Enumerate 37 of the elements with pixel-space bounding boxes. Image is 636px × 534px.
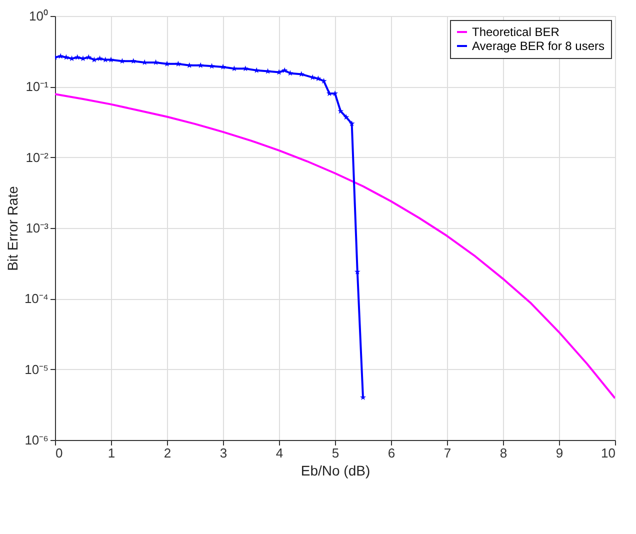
point <box>58 53 64 59</box>
x-axis-title: Eb/No (dB) <box>300 462 370 478</box>
x-tick-label: 7 <box>444 446 452 460</box>
x-tick-label: 1 <box>108 446 116 460</box>
point <box>242 65 248 72</box>
y-tick-label: 10⁻³ <box>26 220 50 236</box>
x-tick-label: 5 <box>332 446 340 460</box>
point <box>343 114 350 120</box>
y-tick-label: 10⁻² <box>26 150 50 165</box>
point <box>198 62 204 68</box>
point <box>338 108 344 114</box>
y-tick-label: 10⁻⁴ <box>24 291 48 306</box>
point <box>74 54 80 60</box>
point <box>282 67 288 73</box>
point <box>130 58 136 64</box>
point <box>96 55 103 62</box>
x-tick-label: 8 <box>500 446 508 460</box>
point <box>264 68 271 74</box>
y-tick-label: 10⁻⁵ <box>24 362 48 377</box>
y-tick-label: 10⁰ <box>29 8 48 24</box>
y-tick-label: 10⁻¹ <box>26 79 50 94</box>
point <box>348 120 355 126</box>
legend-label: Average BER for 8 users <box>472 39 605 53</box>
y-axis-title: Bit Error Rate <box>4 186 20 271</box>
x-tick-label: 4 <box>276 446 284 460</box>
point <box>164 60 170 66</box>
point <box>86 54 92 60</box>
x-tick-label: 3 <box>220 446 228 460</box>
x-tick-label: 9 <box>556 446 564 460</box>
line-series <box>55 93 615 400</box>
x-tick-label: 6 <box>388 446 396 460</box>
legend-label: Theoretical BER <box>472 25 560 39</box>
x-tick-label: 2 <box>164 446 172 460</box>
x-tick-label: 10 <box>601 446 616 460</box>
x-tick-label: 0 <box>56 446 63 460</box>
y-tick-label: 10⁻⁶ <box>24 432 48 448</box>
point <box>175 60 182 66</box>
